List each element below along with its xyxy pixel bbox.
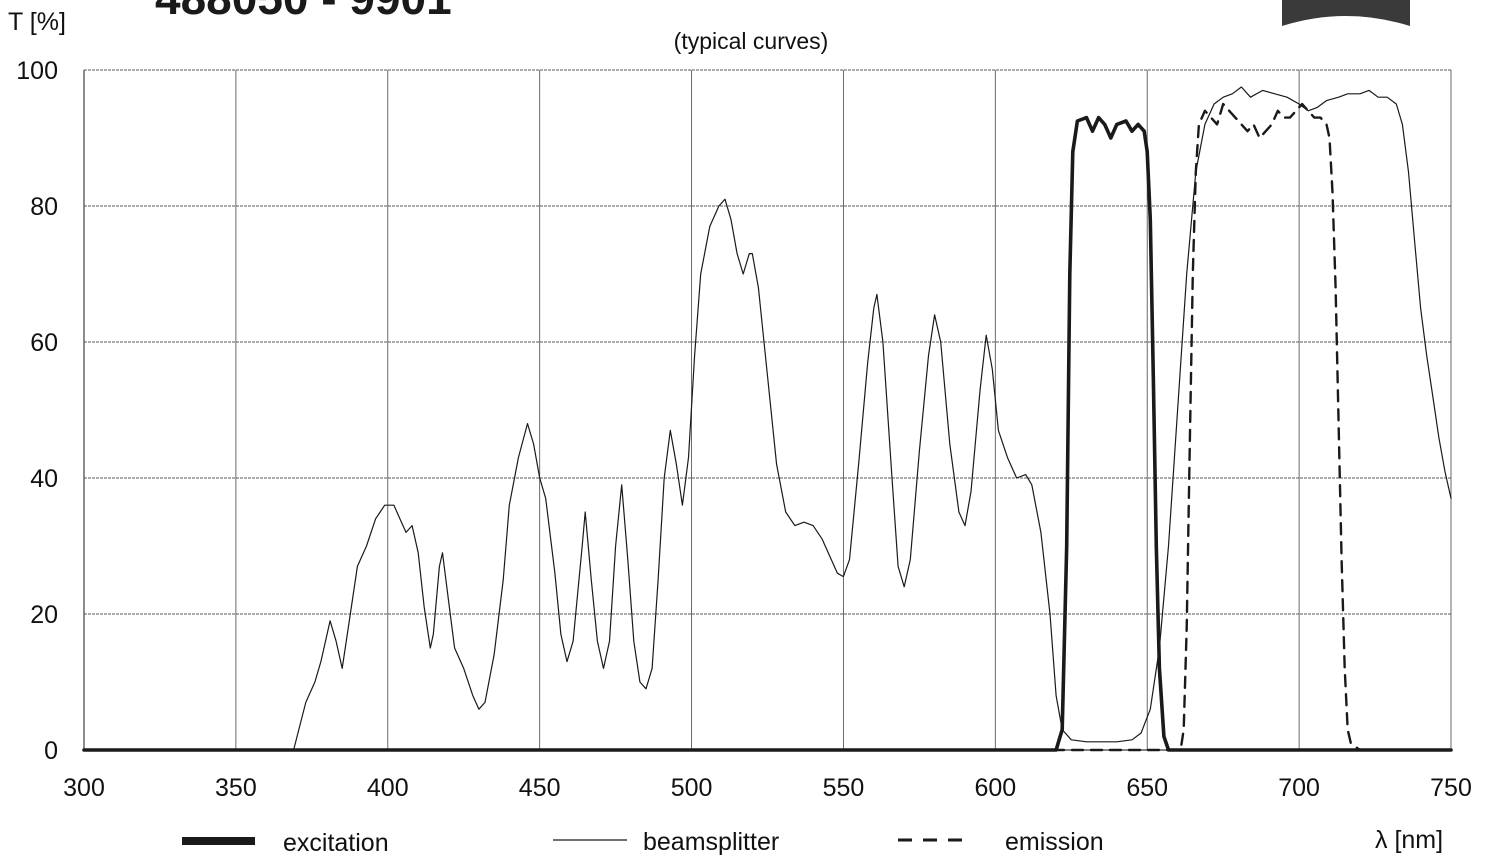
series-line-emission (82, 102, 1453, 752)
x-tick-label: 400 (367, 774, 409, 802)
x-tick-label: 600 (974, 774, 1016, 802)
series-lines (82, 86, 1453, 752)
y-tick-label: 60 (30, 329, 58, 357)
y-axis-label: T [%] (8, 8, 66, 36)
page-title: 488050 - 9901 (155, 0, 452, 24)
legend: excitation beamsplitter emission (182, 828, 1104, 856)
x-tick-label: 350 (215, 774, 257, 802)
legend-label-excitation: excitation (283, 829, 389, 856)
grid (83, 69, 1452, 751)
y-tick-label: 80 (30, 193, 58, 221)
legend-label-beamsplitter: beamsplitter (643, 828, 779, 856)
x-axis-label: λ [nm] (1375, 826, 1443, 854)
x-tick-label: 500 (671, 774, 713, 802)
y-tick-label: 0 (44, 737, 58, 765)
series-line-beamsplitter (83, 86, 1452, 751)
y-tick-label: 40 (30, 465, 58, 493)
x-tick-label: 700 (1278, 774, 1320, 802)
y-tick-label: 100 (16, 57, 58, 85)
filter-manufacturer-logo-icon (1282, 0, 1410, 30)
x-tick-label: 550 (823, 774, 865, 802)
chart-subtitle: (typical curves) (674, 28, 829, 54)
y-tick-label: 20 (30, 601, 58, 629)
x-tick-label: 450 (519, 774, 561, 802)
x-tick-labels: 300 350 400 450 500 550 600 650 700 750 (63, 774, 1472, 802)
x-tick-label: 300 (63, 774, 105, 802)
y-tick-labels: 0 20 40 60 80 100 (16, 57, 58, 765)
series-line-excitation (82, 115, 1453, 752)
x-tick-label: 750 (1430, 774, 1472, 802)
legend-label-emission: emission (1005, 828, 1104, 856)
x-tick-label: 650 (1126, 774, 1168, 802)
